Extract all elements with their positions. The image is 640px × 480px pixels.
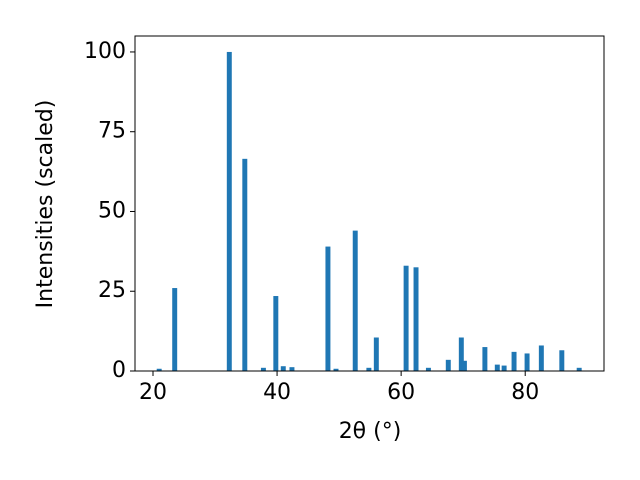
bar: [576, 367, 582, 371]
bar: [172, 288, 178, 371]
x-tick-label: 20: [139, 380, 167, 405]
bar: [352, 230, 358, 371]
bar: [524, 353, 530, 371]
bar: [289, 367, 295, 371]
y-tick-label: 0: [112, 358, 126, 383]
bar: [461, 360, 467, 371]
x-tick-label: 80: [511, 380, 539, 405]
bar: [445, 359, 451, 371]
bar: [458, 337, 464, 371]
x-axis-label: 2θ (°): [339, 419, 402, 444]
bar: [403, 265, 409, 371]
bar: [538, 345, 544, 371]
bar: [494, 364, 500, 371]
bar: [482, 347, 488, 371]
bar: [501, 365, 507, 371]
y-axis-label: Intensities (scaled): [33, 100, 58, 309]
bar: [559, 350, 565, 371]
bar: [325, 246, 331, 371]
y-tick-label: 50: [98, 198, 126, 223]
bar: [373, 337, 379, 371]
bar: [333, 368, 339, 371]
bar: [366, 367, 372, 371]
bar: [511, 351, 517, 371]
bar: [242, 158, 248, 371]
y-tick-label: 100: [84, 39, 126, 64]
bar: [260, 367, 266, 371]
bar: [425, 367, 431, 371]
bar: [156, 368, 162, 371]
bar: [273, 296, 279, 371]
y-tick-label: 25: [98, 278, 126, 303]
plot-frame: [134, 35, 605, 372]
bar: [280, 366, 286, 371]
y-tick-label: 75: [98, 119, 126, 144]
x-tick-label: 40: [263, 380, 291, 405]
bar: [413, 267, 419, 371]
x-tick-label: 60: [387, 380, 415, 405]
bar: [226, 51, 232, 371]
